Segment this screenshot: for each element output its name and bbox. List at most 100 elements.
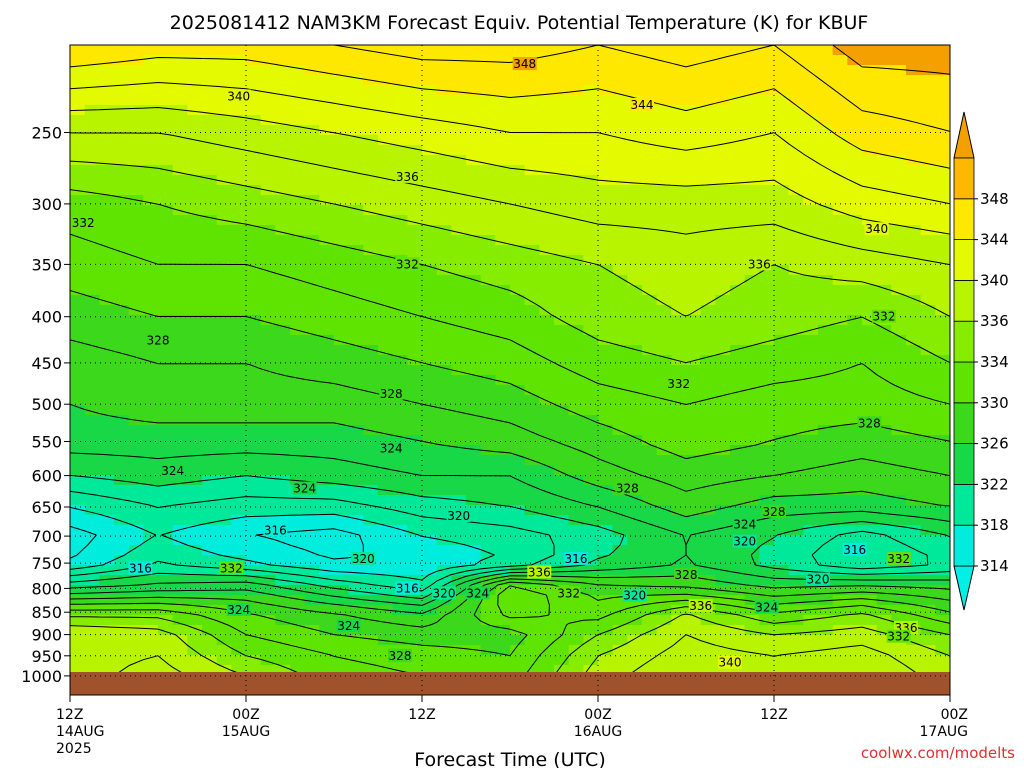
- field-cell: [788, 655, 804, 666]
- field-cell: [378, 245, 394, 256]
- field-cell: [700, 285, 716, 296]
- field-cell: [554, 565, 570, 576]
- field-cell: [275, 345, 291, 356]
- y-tick-label: 500: [31, 395, 62, 414]
- field-cell: [128, 435, 144, 446]
- field-cell: [128, 175, 144, 186]
- field-cell: [216, 335, 232, 346]
- field-cell: [319, 175, 335, 186]
- field-cell: [436, 125, 452, 136]
- field-cell: [612, 55, 628, 66]
- field-cell: [671, 505, 687, 516]
- field-cell: [598, 225, 614, 236]
- contour-label-bg: [292, 481, 317, 495]
- field-cell: [715, 595, 731, 606]
- field-cell: [583, 225, 599, 236]
- field-cell: [583, 505, 599, 516]
- field-cell: [378, 655, 394, 666]
- field-cell: [348, 125, 364, 136]
- field-cell: [730, 105, 746, 116]
- field-cell: [392, 455, 408, 466]
- field-cell: [700, 315, 716, 326]
- field-cell: [495, 165, 511, 176]
- field-cell: [363, 665, 379, 676]
- field-cell: [935, 45, 950, 56]
- field-cell: [730, 45, 746, 56]
- field-cell: [700, 375, 716, 386]
- field-cell: [451, 445, 467, 456]
- field-cell: [172, 355, 188, 366]
- field-cell: [671, 365, 687, 376]
- field-cell: [407, 185, 423, 196]
- field-cell: [231, 115, 247, 126]
- field-cell: [495, 655, 511, 666]
- field-cell: [862, 385, 878, 396]
- x-tick-year: 2025: [56, 741, 92, 757]
- field-cell: [935, 325, 950, 336]
- field-cell: [334, 665, 350, 676]
- field-cell: [99, 355, 115, 366]
- field-cell: [378, 665, 394, 676]
- field-cell: [99, 135, 115, 146]
- field-cell: [451, 485, 467, 496]
- field-cell: [480, 145, 496, 156]
- field-cell: [656, 335, 672, 346]
- field-cell: [700, 555, 716, 566]
- field-cell: [334, 585, 350, 596]
- field-cell: [231, 375, 247, 386]
- field-cell: [891, 105, 907, 116]
- colorbar-swatch: [953, 239, 975, 281]
- field-cell: [172, 175, 188, 186]
- field-cell: [510, 625, 526, 636]
- field-cell: [818, 375, 834, 386]
- field-cell: [495, 515, 511, 526]
- field-cell: [451, 305, 467, 316]
- field-cell: [935, 545, 950, 556]
- field-cell: [378, 325, 394, 336]
- field-cell: [304, 575, 320, 586]
- field-cell: [407, 45, 423, 56]
- field-cell: [612, 375, 628, 386]
- field-cell: [818, 395, 834, 406]
- field-cell: [363, 165, 379, 176]
- field-cell: [715, 225, 731, 236]
- field-cell: [143, 365, 159, 376]
- field-cell: [436, 135, 452, 146]
- field-cell: [202, 315, 218, 326]
- field-cell: [935, 625, 950, 636]
- field-cell: [466, 285, 482, 296]
- field-cell: [187, 395, 203, 406]
- field-cell: [436, 495, 452, 506]
- field-cell: [598, 635, 614, 646]
- field-cell: [114, 125, 130, 136]
- field-cell: [128, 215, 144, 226]
- field-cell: [832, 385, 848, 396]
- field-cell: [290, 145, 306, 156]
- field-cell: [260, 425, 276, 436]
- field-cell: [363, 335, 379, 346]
- field-cell: [627, 445, 643, 456]
- field-cell: [202, 95, 218, 106]
- field-cell: [334, 415, 350, 426]
- field-cell: [202, 145, 218, 156]
- contour-label: 344: [631, 98, 654, 112]
- field-cell: [730, 195, 746, 206]
- field-cell: [774, 245, 790, 256]
- field-cell: [128, 405, 144, 416]
- field-cell: [788, 175, 804, 186]
- field-cell: [202, 155, 218, 166]
- field-cell: [715, 405, 731, 416]
- field-cell: [656, 405, 672, 416]
- field-cell: [392, 295, 408, 306]
- y-tick-label: 350: [31, 255, 62, 274]
- field-cell: [290, 465, 306, 476]
- field-cell: [891, 505, 907, 516]
- field-cell: [788, 265, 804, 276]
- field-cell: [70, 665, 86, 676]
- field-cell: [246, 195, 262, 206]
- field-cell: [99, 115, 115, 126]
- field-cell: [158, 155, 174, 166]
- field-cell: [260, 155, 276, 166]
- field-cell: [935, 475, 950, 486]
- field-cell: [158, 655, 174, 666]
